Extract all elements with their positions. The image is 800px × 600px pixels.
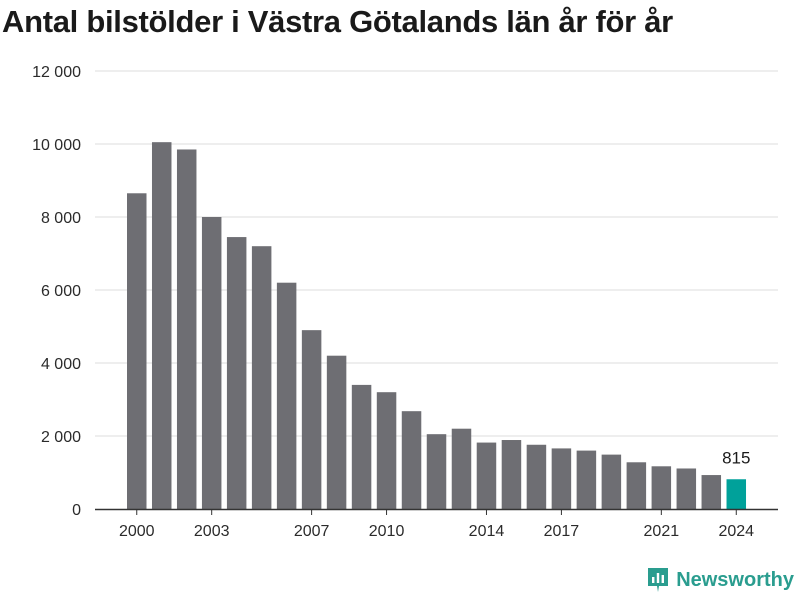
- bar: [326, 355, 347, 509]
- bar: [576, 450, 597, 509]
- y-tick-label: 10 000: [32, 137, 81, 154]
- y-tick-label: 0: [72, 502, 81, 519]
- x-tick-label: 2000: [119, 523, 155, 540]
- bar: [151, 142, 172, 510]
- bar: [201, 217, 222, 509]
- chart-title: Antal bilstölder i Västra Götalands län …: [2, 4, 673, 39]
- y-axis-ticks: 0 2 000 4 000 6 000 8 000 10 000 12 000: [32, 64, 81, 519]
- bar: [501, 440, 522, 509]
- x-tick-label: 2010: [369, 523, 405, 540]
- bar: [626, 462, 647, 509]
- bar: [401, 411, 422, 509]
- x-tick-label: 2021: [644, 523, 680, 540]
- bar: [701, 475, 722, 509]
- bar: [226, 237, 247, 509]
- bar: [601, 454, 622, 509]
- y-tick-label: 12 000: [32, 64, 81, 81]
- bars: [127, 142, 747, 510]
- bar: [176, 149, 197, 509]
- y-tick-label: 6 000: [41, 283, 81, 300]
- y-tick-label: 8 000: [41, 210, 81, 227]
- y-tick-label: 4 000: [41, 356, 81, 373]
- bar: [251, 246, 272, 509]
- x-tick-label: 2007: [294, 523, 330, 540]
- data-labels: 815: [722, 448, 750, 467]
- bar: [301, 330, 322, 509]
- bar: [376, 392, 397, 509]
- bar: [127, 193, 147, 509]
- newsworthy-icon: [648, 568, 669, 592]
- bar: [476, 442, 497, 509]
- x-tick-label: 2003: [194, 523, 230, 540]
- y-tick-label: 2 000: [41, 429, 81, 446]
- bar: [426, 434, 447, 509]
- x-axis: 2000 2003 2007 2010 2014 2017 2021 2024: [95, 508, 778, 540]
- bar: [526, 444, 547, 509]
- brand-name: Newsworthy: [676, 568, 794, 591]
- bar: [451, 428, 472, 509]
- bar: [726, 479, 747, 509]
- bar: [276, 282, 297, 509]
- data-label: 815: [722, 448, 750, 467]
- x-tick-label: 2024: [718, 523, 754, 540]
- bar: [676, 468, 697, 509]
- x-tick-label: 2014: [469, 523, 505, 540]
- bar: [351, 384, 372, 509]
- gridlines: [95, 70, 778, 437]
- bar: [551, 448, 572, 509]
- brand-logo: Newsworthy: [646, 566, 794, 594]
- bar: [651, 466, 672, 509]
- x-tick-label: 2017: [544, 523, 580, 540]
